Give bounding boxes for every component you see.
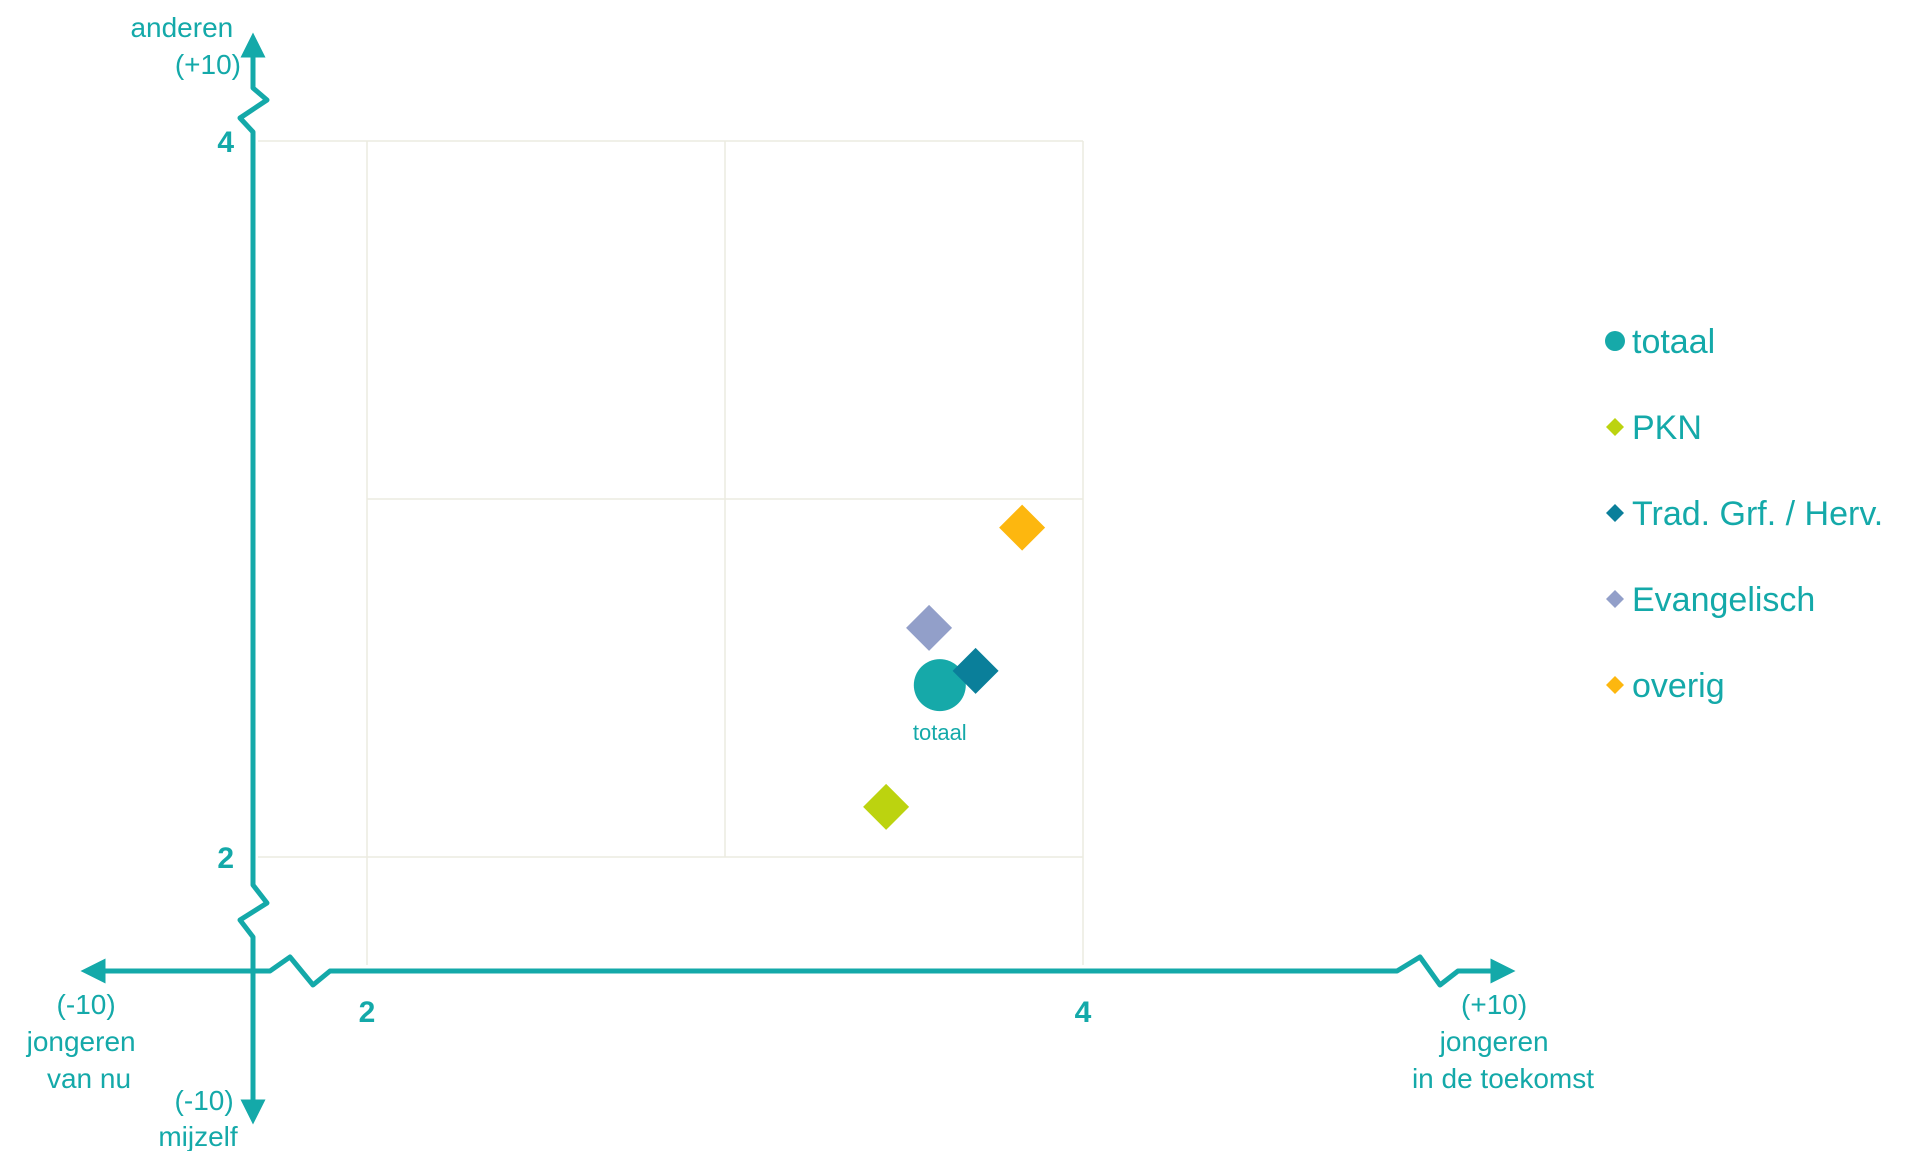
x-axis-right-label-line-2: jongeren <box>1439 1026 1549 1057</box>
legend-marker-overig <box>1606 676 1624 694</box>
x-axis-right-label-line-3: in de toekomst <box>1412 1063 1594 1094</box>
legend-marker-trad-grf-herv <box>1606 504 1624 522</box>
x-axis-right-label-line-1: (+10) <box>1461 989 1527 1020</box>
y-axis <box>237 32 270 1125</box>
x-axis-left-label-line-3: van nu <box>47 1063 131 1094</box>
x-tick-label-2: 2 <box>359 996 376 1029</box>
x-tick-label-4: 4 <box>1075 996 1092 1029</box>
y-axis-top-label-line-1: anderen <box>130 12 233 43</box>
x-axis-left-label-line-1: (-10) <box>57 989 116 1020</box>
y-axis-bottom-label-line-2: mijzelf <box>158 1121 238 1151</box>
x-axis-left-label-line-2: jongeren <box>26 1026 136 1057</box>
legend-marker-totaal <box>1605 331 1625 351</box>
point-label-totaal: totaal <box>913 720 967 745</box>
y-axis-top-label-line-2: (+10) <box>175 49 241 80</box>
y-tick-label-2: 2 <box>217 842 234 875</box>
x-axis-left-label: (-10) jongeren van nu <box>26 989 144 1094</box>
legend: totaal PKN Trad. Grf. / Herv. Evangelisch ov… <box>1605 323 1883 705</box>
data-points: totaal <box>863 504 1046 830</box>
legend-label-evangelisch: Evangelisch <box>1632 581 1815 619</box>
point-pkn <box>863 783 910 830</box>
y-axis-top-label: anderen (+10) <box>130 12 241 80</box>
y-axis-bottom-label-line-1: (-10) <box>175 1085 234 1116</box>
x-axis <box>80 954 1516 988</box>
point-totaal <box>913 659 966 712</box>
grid <box>258 140 1084 965</box>
tick-labels: 2 4 2 4 <box>217 126 1091 1029</box>
y-axis-bottom-label: (-10) mijzelf <box>158 1085 241 1151</box>
legend-label-pkn: PKN <box>1632 409 1702 447</box>
legend-label-overig: overig <box>1632 667 1725 705</box>
legend-label-totaal: totaal <box>1632 323 1715 361</box>
legend-marker-pkn <box>1606 418 1624 436</box>
legend-marker-evangelisch <box>1606 590 1624 608</box>
point-evangelisch <box>906 604 953 651</box>
point-trad-grf-herv <box>952 647 999 694</box>
legend-label-trad-grf-herv: Trad. Grf. / Herv. <box>1632 495 1883 533</box>
y-tick-label-4: 4 <box>217 126 234 159</box>
x-axis-right-label: (+10) jongeren in de toekomst <box>1412 989 1594 1094</box>
point-overig <box>999 504 1046 551</box>
